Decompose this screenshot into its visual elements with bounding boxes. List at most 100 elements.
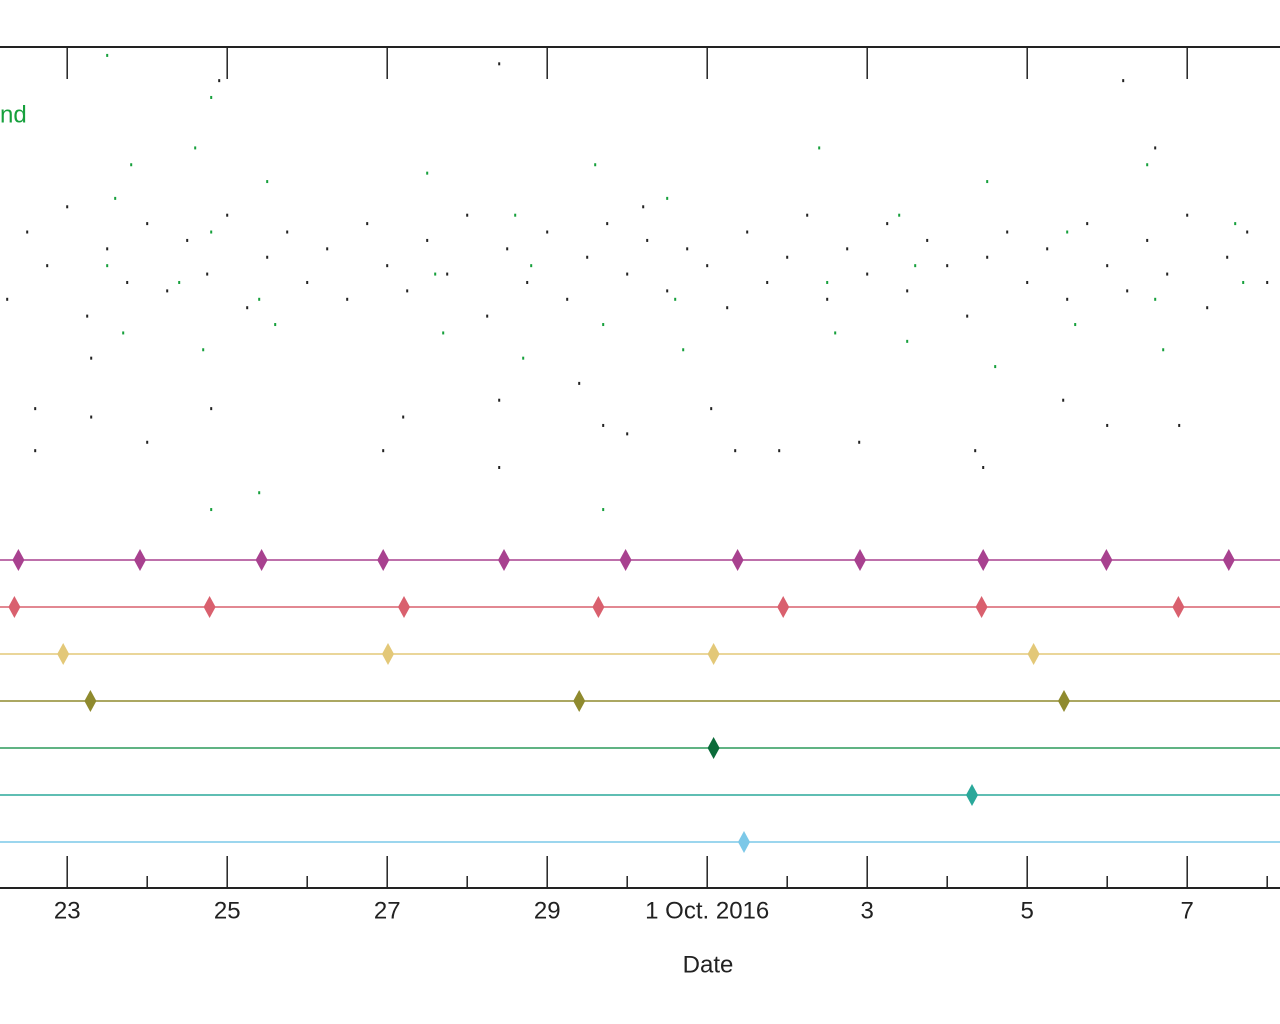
data-point (218, 79, 221, 83)
data-point (426, 238, 429, 242)
data-point (166, 289, 169, 293)
data-point (442, 331, 445, 335)
data-point (514, 213, 517, 217)
data-point (1074, 323, 1077, 327)
data-point (186, 238, 189, 242)
data-point (834, 331, 837, 335)
data-point (498, 62, 501, 66)
data-point (1242, 280, 1245, 284)
data-point (646, 238, 649, 242)
data-point (46, 264, 49, 268)
data-point (1162, 348, 1165, 352)
event-marker (707, 737, 720, 759)
data-point (1186, 213, 1189, 217)
data-point (114, 196, 117, 200)
event-marker (12, 549, 25, 571)
data-point (34, 449, 37, 453)
data-point (210, 230, 213, 234)
x-axis-label: Date (683, 951, 734, 978)
data-point (426, 171, 429, 175)
event-marker (573, 690, 586, 712)
data-point (674, 297, 677, 301)
data-point (974, 449, 977, 453)
data-point (982, 466, 985, 469)
event-marker (398, 596, 410, 618)
event-marker (592, 596, 605, 618)
data-point (226, 213, 229, 217)
event-marker (84, 690, 97, 712)
data-point (946, 264, 949, 268)
data-point (194, 146, 197, 150)
event-marker (1100, 549, 1113, 571)
data-point (1122, 79, 1125, 83)
x-tick-label: 7 (1181, 897, 1194, 924)
event-marker (975, 596, 988, 618)
event-marker (1027, 643, 1040, 665)
data-point (786, 255, 789, 259)
data-point (602, 423, 605, 427)
data-point (246, 306, 249, 310)
event-marker (966, 784, 978, 806)
data-point (746, 230, 749, 234)
data-point (778, 449, 781, 453)
data-point (602, 323, 605, 327)
data-point (126, 280, 129, 284)
event-marker (977, 549, 990, 571)
event-marker (134, 549, 146, 571)
event-marker (203, 596, 216, 618)
data-point (1026, 280, 1029, 284)
event-marker (498, 549, 510, 571)
data-point (210, 508, 213, 512)
data-point (710, 407, 713, 411)
data-point (1246, 230, 1249, 234)
data-point (898, 213, 901, 217)
event-marker (738, 831, 750, 853)
data-point (1106, 264, 1109, 268)
data-point (1106, 423, 1109, 427)
event-marker (382, 643, 394, 665)
data-point (826, 280, 829, 284)
data-point (274, 323, 277, 327)
data-point (1066, 230, 1069, 234)
data-point (594, 163, 597, 167)
data-point (986, 180, 989, 184)
data-point (1046, 247, 1049, 251)
x-tick-label: 3 (861, 897, 874, 924)
data-point (146, 440, 149, 444)
data-point (1154, 297, 1157, 301)
data-point (522, 356, 525, 360)
event-marker (1172, 596, 1185, 618)
data-point (34, 407, 37, 411)
data-point (578, 381, 581, 385)
data-point (1206, 306, 1209, 310)
data-point (1266, 280, 1269, 284)
data-point (6, 297, 9, 301)
data-point (1066, 297, 1069, 301)
data-point (726, 306, 729, 310)
data-point (506, 247, 509, 251)
data-point (406, 289, 409, 293)
data-point (1006, 230, 1009, 234)
data-point (1086, 222, 1089, 226)
data-point (258, 297, 261, 301)
data-point (402, 415, 405, 419)
data-point (606, 222, 609, 226)
data-point (106, 53, 109, 57)
data-point (446, 272, 449, 276)
data-point (914, 264, 917, 268)
data-point (566, 297, 569, 301)
legend-entry: nd (0, 101, 27, 128)
data-point (766, 280, 769, 284)
data-point (498, 466, 501, 469)
x-tick-label: 5 (1021, 897, 1034, 924)
data-point (434, 272, 437, 276)
event-marker (619, 549, 632, 571)
data-point (526, 280, 529, 284)
data-point (210, 95, 213, 99)
event-marker (255, 549, 268, 571)
data-point (1126, 289, 1129, 293)
data-point (498, 398, 501, 402)
event-marker (777, 596, 790, 618)
data-point (806, 213, 809, 217)
